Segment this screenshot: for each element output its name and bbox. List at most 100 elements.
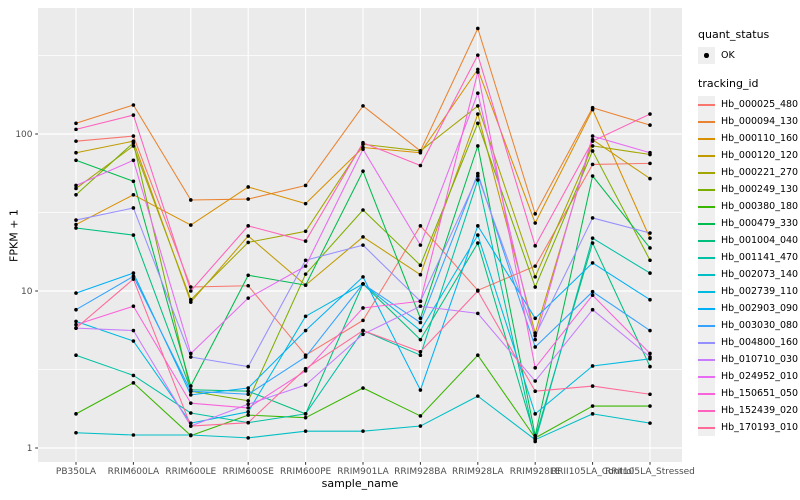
data-point (303, 183, 308, 188)
data-point (361, 429, 365, 433)
legend-key-swatch (698, 368, 715, 385)
series-points-Hb_000249_130 (74, 121, 652, 403)
legend-line-icon (698, 171, 715, 174)
data-point (590, 162, 595, 167)
legend-item-Hb_010710_030: Hb_010710_030 (698, 351, 798, 368)
legend-item-Hb_000249_130: Hb_000249_130 (698, 181, 798, 198)
data-point (361, 306, 365, 310)
legend-item-Hb_150651_050: Hb_150651_050 (698, 385, 798, 402)
data-point (74, 319, 78, 324)
legend-item-Hb_001141_470: Hb_001141_470 (698, 249, 798, 266)
data-point (131, 179, 136, 184)
data-point (74, 222, 78, 227)
legend-line-icon (698, 154, 715, 157)
data-point (189, 198, 193, 202)
x-axis-title: sample_name (321, 477, 399, 490)
data-point (74, 412, 78, 416)
data-point (131, 381, 136, 385)
data-point (303, 258, 308, 263)
data-point (361, 208, 365, 212)
legend-key-swatch (698, 402, 715, 419)
ok-point-icon (704, 53, 709, 58)
legend-line-icon (698, 409, 715, 412)
data-point (533, 331, 537, 335)
data-point (246, 398, 250, 403)
data-point (648, 328, 652, 333)
legend-key-swatch (698, 198, 715, 215)
data-point (533, 337, 537, 342)
data-point (303, 314, 308, 319)
data-point (131, 134, 136, 138)
series-points-Hb_024952_010 (74, 91, 652, 356)
legend-key-swatch (698, 96, 715, 113)
data-point (418, 337, 423, 342)
data-point (648, 258, 652, 263)
data-point (246, 296, 250, 300)
legend-line-icon (698, 239, 715, 242)
data-point (361, 328, 365, 333)
data-point (476, 91, 480, 95)
data-point (590, 307, 595, 312)
data-point (590, 261, 595, 265)
legend-key-swatch (698, 181, 715, 198)
legend: quant_status OK tracking_id Hb_000025_48… (698, 28, 798, 436)
legend-label: Hb_000221_270 (721, 167, 799, 178)
data-point (189, 411, 193, 415)
data-point (648, 404, 652, 408)
data-point (476, 233, 480, 237)
legend-label: Hb_000094_130 (721, 116, 799, 127)
data-point (131, 274, 136, 279)
series-points-Hb_150651_050 (74, 70, 652, 410)
data-point (476, 70, 480, 74)
legend-label: Hb_002903_090 (721, 303, 799, 314)
legend-item-Hb_004800_160: Hb_004800_160 (698, 334, 798, 351)
legend-key-swatch (698, 215, 715, 232)
x-tick-label: RRIM600SE (222, 467, 274, 477)
legend-line-icon (698, 290, 715, 293)
data-point (533, 244, 537, 248)
data-point (189, 289, 193, 293)
series-points-Hb_152439_020 (74, 53, 652, 293)
series-points-Hb_170193_010 (74, 277, 652, 428)
data-point (476, 104, 480, 108)
data-point (476, 112, 480, 116)
series-points-Hb_000479_330 (74, 144, 652, 438)
data-point (533, 316, 537, 321)
data-point (418, 243, 423, 247)
data-point (303, 272, 308, 276)
data-point (476, 241, 480, 245)
data-point (476, 171, 480, 176)
legend-label: Hb_152439_020 (721, 405, 799, 416)
data-point (476, 67, 480, 72)
data-point (533, 389, 537, 394)
data-point (189, 285, 193, 289)
data-point (74, 218, 78, 222)
legend-item-Hb_002739_110: Hb_002739_110 (698, 283, 798, 300)
data-point (246, 386, 250, 390)
legend-key-swatch (698, 249, 715, 266)
data-point (303, 355, 308, 359)
data-point (418, 353, 423, 358)
data-point (418, 263, 423, 267)
data-point (131, 373, 136, 378)
legend-key-swatch (698, 266, 715, 283)
x-tick-label: RRIM600PE (280, 467, 332, 477)
data-point (648, 297, 652, 302)
series-points-Hb_002903_090 (74, 224, 652, 397)
legend-line-icon (698, 273, 715, 276)
data-point (418, 163, 423, 168)
data-point (361, 386, 365, 390)
legend-label: Hb_000380_180 (721, 201, 799, 212)
x-tick-label: RRIM928LA (452, 467, 504, 477)
data-point (648, 231, 652, 235)
data-point (476, 121, 480, 126)
data-point (74, 183, 78, 188)
legend-label: Hb_002073_140 (721, 269, 799, 280)
legend-label: Hb_001141_470 (721, 252, 799, 263)
data-point (590, 404, 595, 408)
data-point (189, 389, 193, 394)
legend-item-Hb_152439_020: Hb_152439_020 (698, 402, 798, 419)
legend-label: Hb_024952_010 (721, 371, 799, 382)
legend-label: Hb_000249_130 (721, 184, 799, 195)
